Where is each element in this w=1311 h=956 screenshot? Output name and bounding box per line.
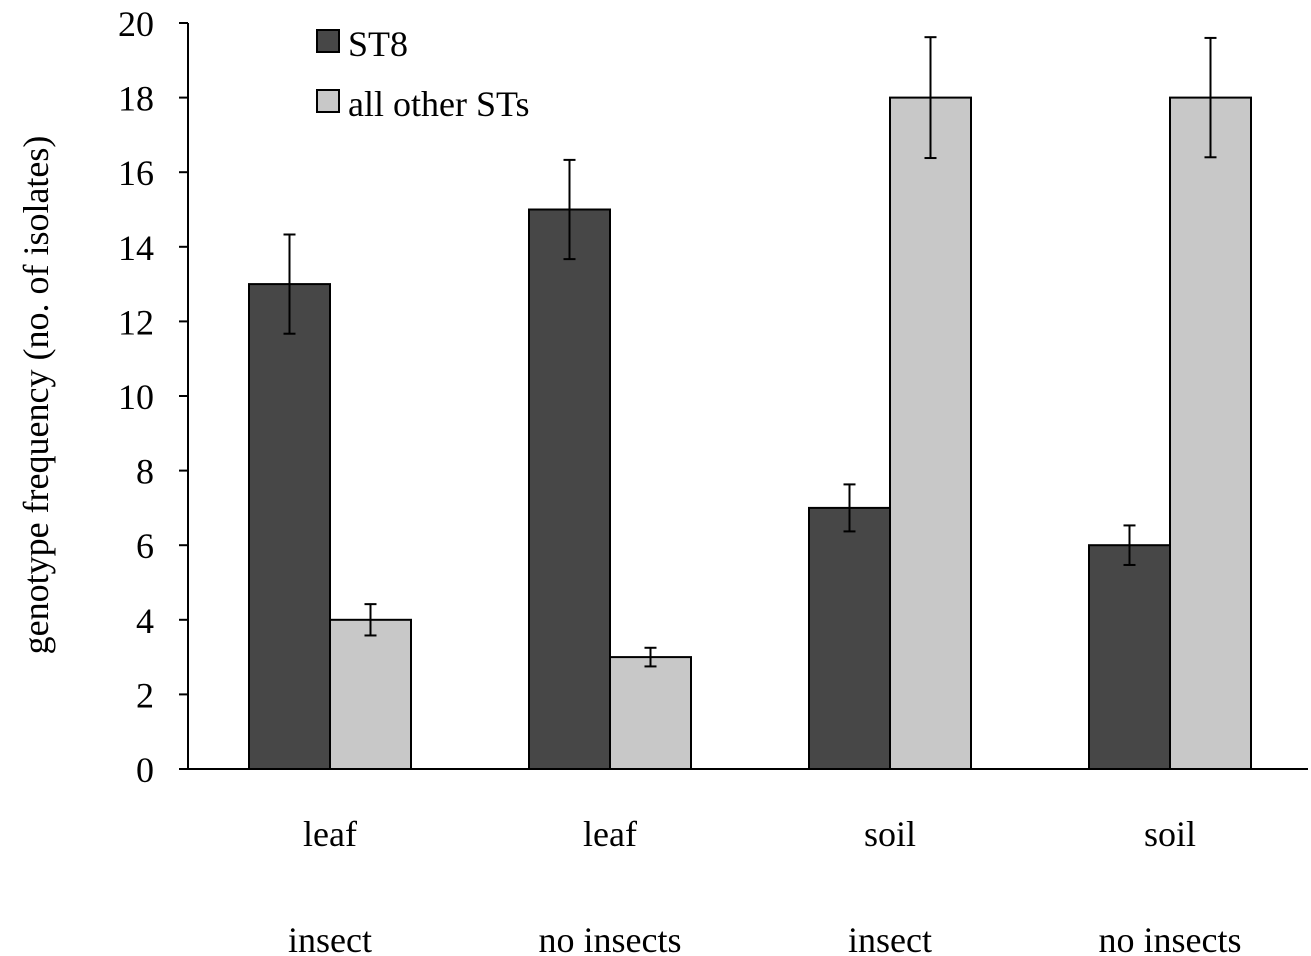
x-label-0-line1: leaf: [303, 814, 357, 854]
y-tick-label-14: 14: [118, 228, 154, 268]
x-label-3-line1: soil: [1144, 814, 1196, 854]
legend-label-st8: ST8: [348, 24, 408, 64]
x-label-1-line2: no insects: [539, 920, 682, 956]
legend-swatch-other: [316, 89, 340, 113]
x-label-2-line1: soil: [864, 814, 916, 854]
x-label-1-line1: leaf: [583, 814, 637, 854]
bar-other-0: [329, 618, 412, 770]
bar-st8-0: [248, 283, 331, 770]
x-label-2-line2: insect: [848, 920, 932, 956]
bar-other-2: [889, 96, 972, 771]
error-bars-group: [283, 36, 1217, 668]
legend: ST8 all other STs: [316, 24, 529, 124]
bars-group: [248, 96, 1252, 771]
y-tick-label-6: 6: [136, 526, 154, 566]
y-axis-title: genotype frequency (no. of isolates): [16, 136, 56, 655]
legend-label-other: all other STs: [348, 84, 529, 124]
legend-swatch-st8: [316, 29, 340, 53]
bar-other-1: [609, 656, 692, 770]
y-tick-label-20: 20: [118, 4, 154, 44]
y-tick-label-10: 10: [118, 377, 154, 417]
y-tick-label-8: 8: [136, 452, 154, 492]
bar-st8-2: [808, 506, 891, 770]
x-label-3-line2: no insects: [1099, 920, 1242, 956]
y-tick-label-2: 2: [136, 675, 154, 715]
y-tick-label-18: 18: [118, 79, 154, 119]
y-tick-label-4: 4: [136, 601, 154, 641]
bar-st8-1: [528, 208, 611, 770]
y-tick-label-0: 0: [136, 750, 154, 790]
y-tick-label-16: 16: [118, 153, 154, 193]
bar-other-3: [1169, 96, 1252, 771]
y-ticks-group: 0 2 4 6 8 10 12 14 16 18 20: [118, 4, 188, 790]
x-labels-group: leaf insect leaf no insects soil insect soil no…: [288, 814, 1241, 956]
x-label-0-line2: insect: [288, 920, 372, 956]
bar-st8-3: [1088, 544, 1171, 771]
y-tick-label-12: 12: [118, 302, 154, 342]
